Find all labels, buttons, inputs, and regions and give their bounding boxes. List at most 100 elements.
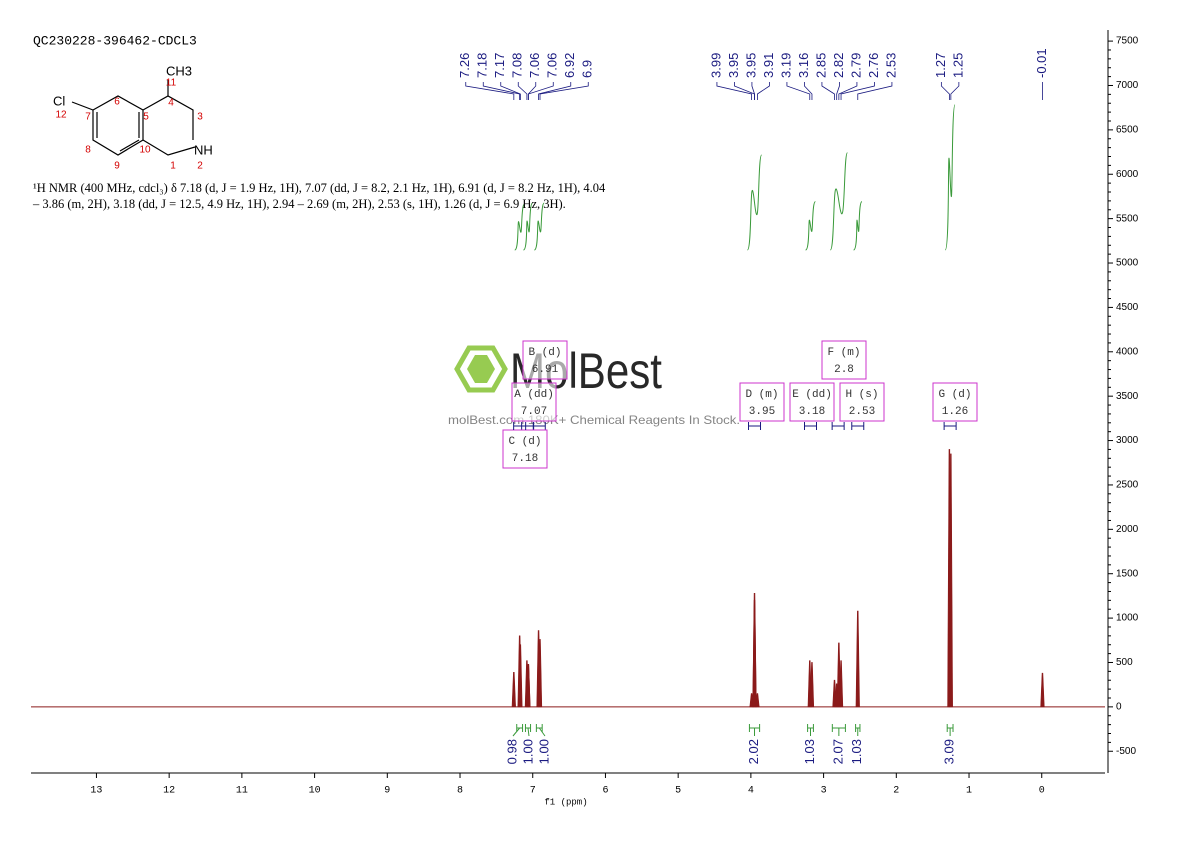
peak-label: 3.91 [761, 53, 776, 78]
atom-number: 2 [197, 161, 203, 172]
integral-bracket [748, 724, 761, 736]
peak [518, 644, 523, 708]
x-tick-label: 4 [748, 786, 754, 797]
multiplet-shift: 3.18 [799, 406, 825, 418]
peak-label-leader [950, 82, 960, 100]
integral-bracket [512, 724, 524, 737]
peak-label-leader [500, 82, 521, 100]
y-tick-label: 5000 [1116, 258, 1139, 269]
x-tick-label: 7 [530, 786, 536, 797]
peak-label: 6.9 [580, 60, 595, 78]
integral-label: 1.00 [536, 739, 551, 764]
x-tick-label: 12 [163, 786, 175, 797]
peak-label-leader [539, 82, 589, 100]
peak-label: 7.08 [510, 53, 525, 78]
peak [537, 639, 543, 708]
atom-number: 9 [114, 161, 120, 172]
atom-number: 6 [114, 97, 120, 108]
integral-label: 1.03 [849, 739, 864, 764]
x-tick-label: 13 [90, 786, 102, 797]
multiplet-box [839, 382, 885, 422]
peak [1040, 672, 1045, 708]
atom-label: NH [194, 142, 213, 157]
multiplet-label: D (m) [745, 389, 778, 401]
peak-label-leader [804, 82, 813, 100]
x-tick-label: 11 [236, 786, 248, 797]
y-tick-label: 3500 [1116, 391, 1139, 402]
multiplet-label: H (s) [845, 389, 878, 401]
y-tick-label: 2000 [1116, 524, 1139, 535]
x-tick-label: 0 [1039, 786, 1045, 797]
peak-label: 6.92 [562, 53, 577, 78]
integral-curve [853, 201, 863, 251]
peak-label: 1.27 [933, 53, 948, 78]
x-tick-label: 8 [457, 786, 463, 797]
multiplet-shift: 2.8 [834, 364, 854, 376]
peak [511, 671, 516, 708]
atom-number: 1 [170, 161, 176, 172]
peak-label: 7.17 [492, 53, 507, 78]
nmr-description: ¹H NMR (400 MHz, cdcl₃) δ 7.18 (d, J = 1… [33, 181, 606, 211]
peak-label: 1.25 [950, 53, 965, 78]
x-tick-label: 5 [675, 786, 681, 797]
chart-title: QC230228-396462-CDCL3 [33, 33, 197, 48]
peak-label-leader [840, 82, 875, 100]
peak-label: 2.85 [813, 53, 828, 78]
peak-label: 2.76 [866, 53, 881, 78]
peak-label-leader [857, 82, 893, 100]
multiplet-label: F (m) [827, 347, 860, 359]
integral-bracket [946, 724, 954, 736]
y-tick-label: 4000 [1116, 346, 1139, 357]
integral-label: 2.02 [746, 739, 761, 764]
molecule [71, 80, 196, 156]
y-tick-label: 7000 [1116, 80, 1139, 91]
peak-label-leader [786, 82, 811, 100]
multiplet-label: G (d) [938, 389, 971, 401]
peak-label-leader [751, 82, 755, 100]
multiplet-bracket [748, 422, 762, 430]
atom-number: 10 [139, 145, 151, 156]
atom-number: 5 [143, 112, 149, 123]
peak-label: 7.26 [457, 53, 472, 78]
peak-label: 7.06 [527, 53, 542, 78]
multiplet-bracket [532, 422, 546, 430]
peak-label-leader [821, 82, 835, 100]
y-tick-label: 2500 [1116, 480, 1139, 491]
integral-bracket [524, 724, 532, 737]
integral-bracket [535, 724, 546, 737]
peak-label-leader [836, 82, 840, 100]
multiplet-shift: 2.53 [849, 406, 875, 418]
x-axis-label: f1 (ppm) [544, 797, 587, 807]
multiplet-label: E (dd) [792, 389, 832, 401]
integral-curve [944, 104, 956, 251]
y-tick-label: 0 [1116, 702, 1122, 713]
watermark-tagline: molBest.com 180K+ Chemical Reagents In S… [448, 413, 740, 427]
multiplet-box [739, 382, 785, 422]
watermark: MolBest molBest.com 180K+ Chemical Reage… [448, 343, 740, 427]
multiplet-box [502, 429, 548, 469]
multiplet-bracket [851, 422, 865, 430]
atom-numbers: 11 12 7 6 5 4 3 8 9 10 1 2 [55, 78, 203, 172]
peak [855, 610, 860, 708]
y-tick-label: 3000 [1116, 435, 1139, 446]
integral-bracket [831, 724, 846, 736]
y-tick-label: 500 [1116, 657, 1133, 668]
integral-curve [514, 203, 526, 251]
peak-label: 3.95 [743, 53, 758, 78]
multiplet-bracket [804, 422, 818, 430]
integral-curve [829, 152, 848, 251]
y-tick-label: 4500 [1116, 302, 1139, 313]
peak-label: 3.19 [778, 53, 793, 78]
peak-label-leader [940, 82, 950, 100]
multiplet-box [789, 382, 835, 422]
multiplet-box [511, 382, 557, 422]
x-tick-label: 2 [893, 786, 899, 797]
peak-label: 2.79 [848, 53, 863, 78]
multiplet-bracket [513, 422, 527, 430]
atom-number: 7 [85, 112, 91, 123]
peak [752, 600, 757, 708]
x-tick-label: 1 [966, 786, 972, 797]
y-tick-label: -500 [1116, 746, 1136, 757]
integral-label: 2.07 [830, 739, 845, 764]
